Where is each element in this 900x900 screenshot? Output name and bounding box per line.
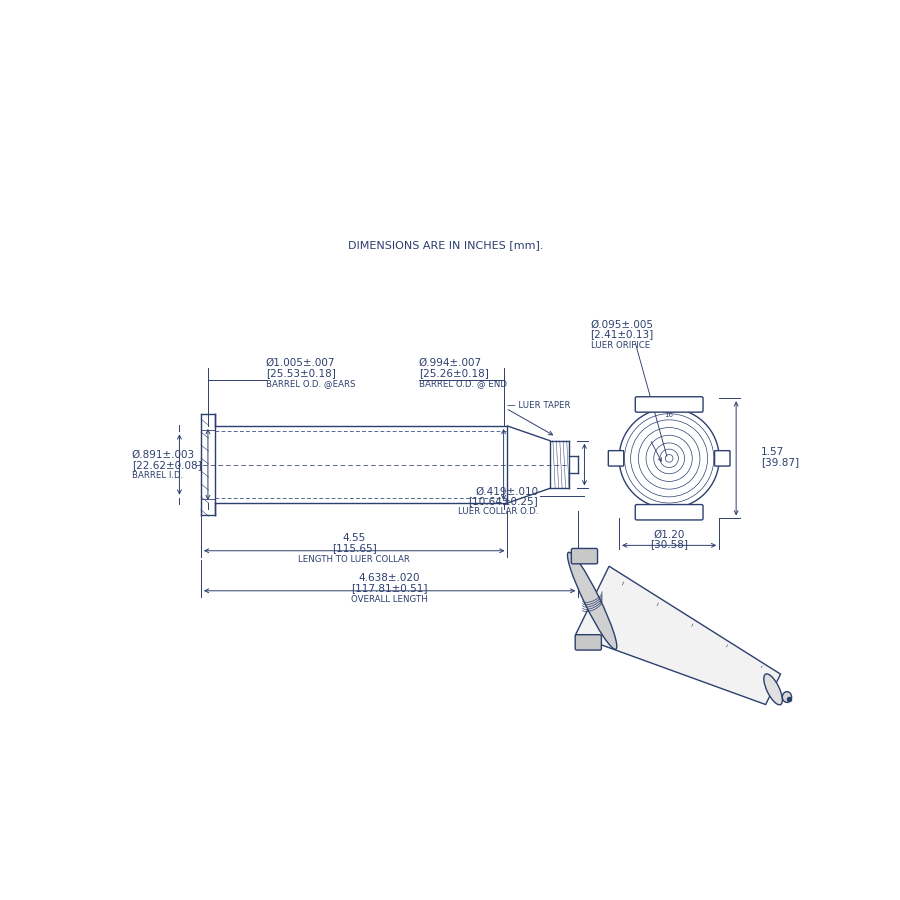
Text: [2.41±0.13]: [2.41±0.13] bbox=[590, 329, 654, 339]
Text: OVERALL LENGTH: OVERALL LENGTH bbox=[351, 595, 428, 604]
Text: [22.62±0.08]: [22.62±0.08] bbox=[131, 460, 202, 471]
FancyBboxPatch shape bbox=[635, 397, 703, 412]
Ellipse shape bbox=[568, 553, 616, 649]
Text: 1.57: 1.57 bbox=[760, 447, 784, 457]
Text: [25.53±0.18]: [25.53±0.18] bbox=[266, 368, 336, 378]
FancyBboxPatch shape bbox=[715, 451, 730, 466]
Text: DIMENSIONS ARE IN INCHES [mm].: DIMENSIONS ARE IN INCHES [mm]. bbox=[348, 240, 544, 250]
Text: LUER ORIFICE: LUER ORIFICE bbox=[590, 341, 650, 350]
Polygon shape bbox=[575, 566, 780, 705]
FancyBboxPatch shape bbox=[575, 634, 601, 650]
Text: LENGTH TO LUER COLLAR: LENGTH TO LUER COLLAR bbox=[298, 554, 410, 563]
Text: — LUER TAPER: — LUER TAPER bbox=[508, 400, 571, 410]
Ellipse shape bbox=[782, 692, 792, 702]
FancyBboxPatch shape bbox=[635, 505, 703, 520]
FancyBboxPatch shape bbox=[572, 548, 598, 563]
Text: LUER COLLAR O.D.: LUER COLLAR O.D. bbox=[458, 507, 538, 516]
Text: 4.55: 4.55 bbox=[343, 534, 365, 544]
FancyBboxPatch shape bbox=[608, 451, 624, 466]
Text: 16: 16 bbox=[664, 412, 673, 418]
Text: Ø1.005±.007: Ø1.005±.007 bbox=[266, 358, 335, 368]
Text: BARREL O.D. @ END: BARREL O.D. @ END bbox=[418, 379, 507, 388]
Text: BARREL I.D.: BARREL I.D. bbox=[131, 471, 183, 480]
Text: [117.81±0.51]: [117.81±0.51] bbox=[351, 583, 428, 593]
Ellipse shape bbox=[764, 674, 782, 705]
Text: [30.58]: [30.58] bbox=[650, 540, 688, 550]
Text: BARREL O.D. @EARS: BARREL O.D. @EARS bbox=[266, 379, 356, 388]
Text: Ø.095±.005: Ø.095±.005 bbox=[590, 320, 653, 329]
Text: Ø.891±.003: Ø.891±.003 bbox=[131, 449, 194, 460]
Text: [39.87]: [39.87] bbox=[760, 457, 799, 467]
Text: [115.65]: [115.65] bbox=[332, 544, 376, 554]
Text: [10.64±0.25]: [10.64±0.25] bbox=[469, 497, 538, 507]
Text: Ø.994±.007: Ø.994±.007 bbox=[418, 358, 482, 368]
Text: [25.26±0.18]: [25.26±0.18] bbox=[418, 368, 489, 378]
Circle shape bbox=[619, 409, 719, 508]
Text: 4.638±.020: 4.638±.020 bbox=[359, 573, 420, 583]
Text: Ø1.20: Ø1.20 bbox=[653, 529, 685, 540]
Text: Ø.419±.010: Ø.419±.010 bbox=[475, 487, 538, 497]
